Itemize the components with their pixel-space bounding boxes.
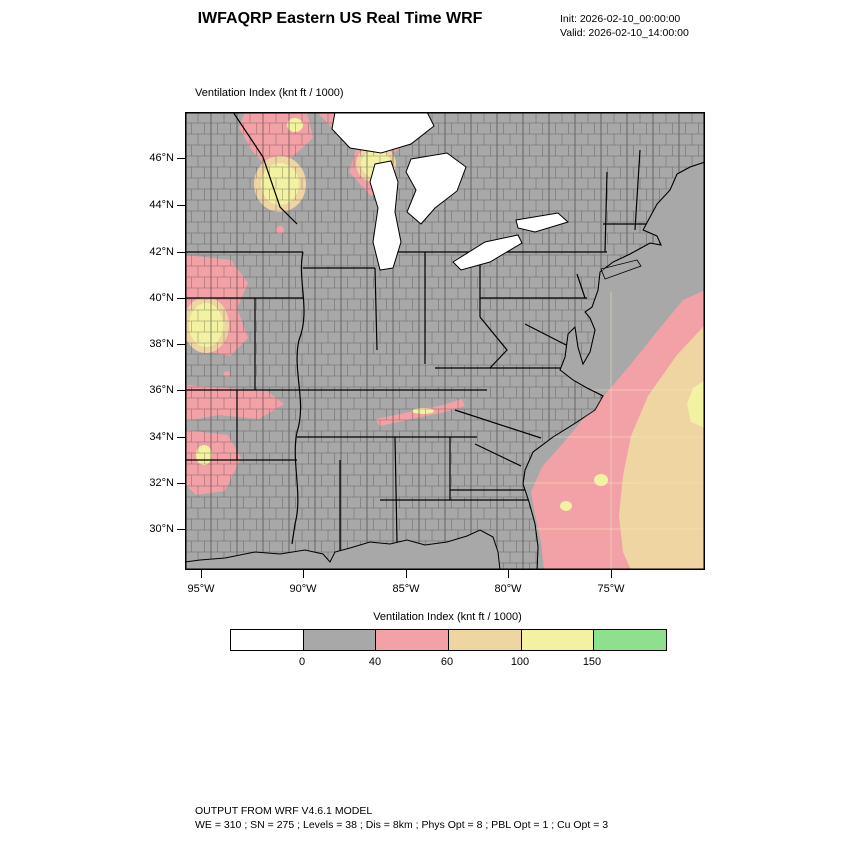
lat-tick-mark bbox=[177, 205, 185, 206]
lat-tick-mark bbox=[177, 529, 185, 530]
lon-tick-mark bbox=[303, 570, 304, 578]
colorbar-tick-label: 150 bbox=[582, 656, 602, 668]
great-lakes bbox=[331, 112, 569, 271]
lat-tick-mark bbox=[177, 298, 185, 299]
lat-tick-label: 44°N bbox=[149, 199, 174, 211]
page-title: IWFAQRP Eastern US Real Time WRF bbox=[197, 10, 483, 27]
long-island bbox=[600, 259, 642, 280]
colorbar-segment bbox=[449, 630, 521, 650]
colorbar bbox=[230, 629, 667, 651]
map-plot bbox=[185, 112, 705, 570]
lat-tick-mark bbox=[177, 158, 185, 159]
colorbar-segment bbox=[231, 630, 303, 650]
lat-tick-label: 42°N bbox=[149, 246, 174, 258]
lat-tick-label: 46°N bbox=[149, 152, 174, 164]
lon-tick-label: 80°W bbox=[494, 583, 522, 595]
lat-tick-label: 34°N bbox=[149, 431, 174, 443]
footer-config-line: WE = 310 ; SN = 275 ; Levels = 38 ; Dis … bbox=[195, 819, 609, 831]
lat-tick-mark bbox=[177, 252, 185, 253]
offshore-ventilation-regions bbox=[523, 162, 705, 570]
lon-tick-mark bbox=[406, 570, 407, 578]
lon-tick-mark bbox=[201, 570, 202, 578]
lon-tick-label: 95°W bbox=[187, 583, 215, 595]
lat-tick-label: 32°N bbox=[149, 477, 174, 489]
lon-tick-mark bbox=[508, 570, 509, 578]
colorbar-tick-label: 40 bbox=[368, 656, 382, 668]
lake-michigan bbox=[369, 160, 402, 271]
lon-tick-mark bbox=[611, 570, 612, 578]
colorbar-tick-label: 60 bbox=[440, 656, 454, 668]
colorbar-segment bbox=[521, 630, 594, 650]
lon-tick-label: 90°W bbox=[289, 583, 317, 595]
lon-tick-label: 85°W bbox=[392, 583, 420, 595]
lake-erie bbox=[452, 234, 523, 271]
colorbar-tick-label: 100 bbox=[510, 656, 530, 668]
lon-tick-label: 75°W bbox=[597, 583, 625, 595]
map-frame bbox=[185, 112, 705, 570]
colorbar-segment bbox=[303, 630, 376, 650]
lake-superior bbox=[331, 112, 435, 154]
lake-ontario bbox=[515, 212, 569, 233]
valid-timestamp: Valid: 2026-02-10_14:00:00 bbox=[560, 27, 689, 39]
colorbar-title: Ventilation Index (knt ft / 1000) bbox=[373, 611, 522, 623]
lake-huron bbox=[405, 152, 467, 225]
gulf-of-mexico bbox=[185, 529, 501, 570]
lat-tick-mark bbox=[177, 390, 185, 391]
colorbar-tick-label: 0 bbox=[298, 656, 306, 668]
lat-tick-mark bbox=[177, 483, 185, 484]
colorbar-segment bbox=[594, 630, 667, 650]
lat-tick-mark bbox=[177, 344, 185, 345]
field-label: Ventilation Index (knt ft / 1000) bbox=[195, 87, 344, 99]
state-borders bbox=[185, 112, 650, 552]
footer-model-line: OUTPUT FROM WRF V4.6.1 MODEL bbox=[195, 805, 373, 817]
init-timestamp: Init: 2026-02-10_00:00:00 bbox=[560, 13, 681, 25]
lat-tick-label: 30°N bbox=[149, 523, 174, 535]
colorbar-segment bbox=[376, 630, 449, 650]
lat-tick-label: 38°N bbox=[149, 338, 174, 350]
lat-tick-label: 40°N bbox=[149, 292, 174, 304]
offshore-tan-region bbox=[619, 325, 705, 570]
lat-tick-label: 36°N bbox=[149, 384, 174, 396]
lat-tick-mark bbox=[177, 437, 185, 438]
